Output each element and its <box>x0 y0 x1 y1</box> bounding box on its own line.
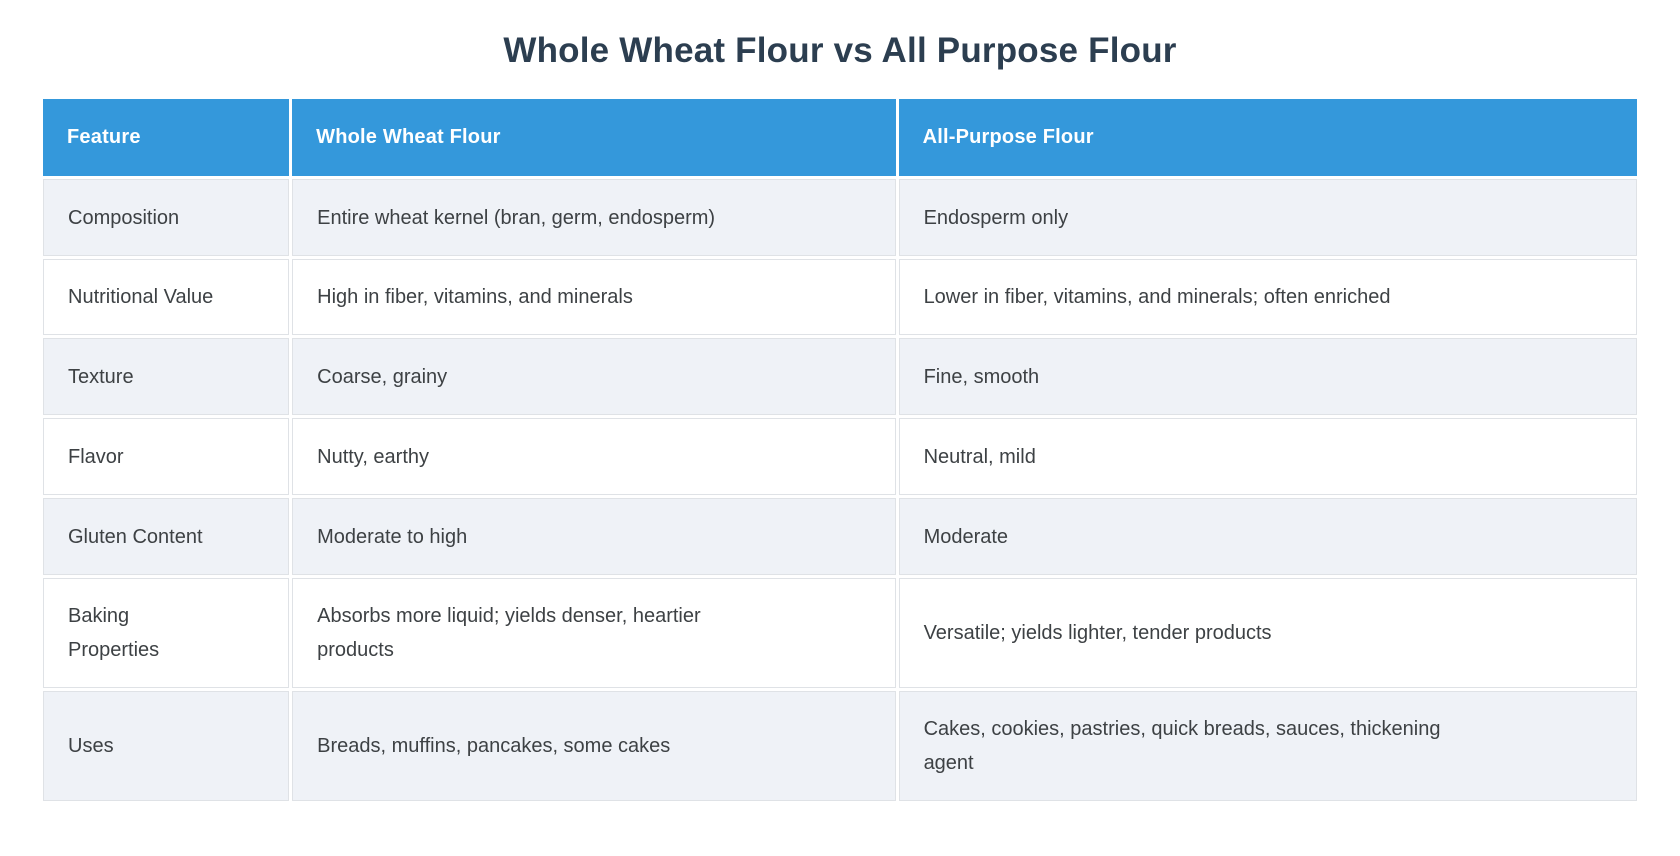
cell-feature: Gluten Content <box>43 497 290 575</box>
cell-text: Texture <box>68 366 134 389</box>
cell-text: Gluten Content <box>68 525 203 548</box>
table-row-baking-properties: Baking Properties Absorbs more liquid; y… <box>43 577 1637 688</box>
cell-text: Cakes, cookies, pastries, quick breads, … <box>923 717 1441 774</box>
cell-whole-wheat: Entire wheat kernel (bran, germ, endospe… <box>292 179 896 256</box>
cell-text: Nutty, earthy <box>317 445 430 468</box>
cell-text: Endosperm only <box>923 206 1069 229</box>
cell-all-purpose: Cakes, cookies, pastries, quick breads, … <box>898 690 1637 801</box>
page-title: Whole Wheat Flour vs All Purpose Flour <box>503 31 1177 70</box>
cell-all-purpose: Neutral, mild <box>898 418 1637 495</box>
cell-text: Breads, muffins, pancakes, some cakes <box>317 734 671 757</box>
cell-whole-wheat: Breads, muffins, pancakes, some cakes <box>292 690 896 801</box>
cell-whole-wheat: Absorbs more liquid; yields denser, hear… <box>292 577 896 688</box>
cell-text: Lower in fiber, vitamins, and minerals; … <box>923 286 1391 309</box>
cell-text: Neutral, mild <box>923 445 1036 468</box>
cell-text: Entire wheat kernel (bran, germ, endospe… <box>317 206 716 229</box>
cell-all-purpose: Versatile; yields lighter, tender produc… <box>898 577 1637 688</box>
cell-text: Uses <box>68 734 114 757</box>
cell-whole-wheat: Nutty, earthy <box>292 418 896 495</box>
table-row-gluten-content: Gluten Content Moderate to high Moderate <box>43 497 1637 575</box>
cell-feature: Composition <box>43 179 290 256</box>
comparison-table: Feature Whole Wheat Flour All-Purpose Fl… <box>40 96 1640 804</box>
cell-whole-wheat: Coarse, grainy <box>292 338 896 416</box>
cell-text: Moderate to high <box>317 525 468 548</box>
cell-feature: Texture <box>43 338 290 416</box>
cell-all-purpose: Fine, smooth <box>898 338 1637 416</box>
cell-text: Flavor <box>68 445 124 468</box>
table-row-uses: Uses Breads, muffins, pancakes, some cak… <box>43 690 1637 801</box>
cell-text: Coarse, grainy <box>317 366 448 389</box>
cell-feature: Baking Properties <box>43 577 290 688</box>
cell-text: High in fiber, vitamins, and minerals <box>317 286 633 309</box>
table-row-composition: Composition Entire wheat kernel (bran, g… <box>43 179 1637 256</box>
cell-text: Nutritional Value <box>68 286 214 309</box>
cell-text: Absorbs more liquid; yields denser, hear… <box>317 604 701 661</box>
cell-feature: Uses <box>43 690 290 801</box>
table-row-nutritional-value: Nutritional Value High in fiber, vitamin… <box>43 258 1637 336</box>
cell-all-purpose: Moderate <box>898 497 1637 575</box>
column-header-feature: Feature <box>43 99 290 176</box>
cell-text: Versatile; yields lighter, tender produc… <box>923 621 1272 644</box>
cell-text: Fine, smooth <box>923 366 1040 389</box>
cell-text: Composition <box>68 206 180 229</box>
cell-all-purpose: Lower in fiber, vitamins, and minerals; … <box>898 258 1637 336</box>
column-header-whole-wheat: Whole Wheat Flour <box>292 99 896 176</box>
cell-feature: Flavor <box>43 418 290 495</box>
cell-text: Baking Properties <box>68 604 160 661</box>
cell-text: Moderate <box>923 525 1009 548</box>
cell-whole-wheat: High in fiber, vitamins, and minerals <box>292 258 896 336</box>
table-row-texture: Texture Coarse, grainy Fine, smooth <box>43 338 1637 416</box>
cell-feature: Nutritional Value <box>43 258 290 336</box>
column-header-all-purpose: All-Purpose Flour <box>898 99 1637 176</box>
table-row-flavor: Flavor Nutty, earthy Neutral, mild <box>43 418 1637 495</box>
table-header-row: Feature Whole Wheat Flour All-Purpose Fl… <box>43 99 1637 176</box>
cell-all-purpose: Endosperm only <box>898 179 1637 256</box>
cell-whole-wheat: Moderate to high <box>292 497 896 575</box>
